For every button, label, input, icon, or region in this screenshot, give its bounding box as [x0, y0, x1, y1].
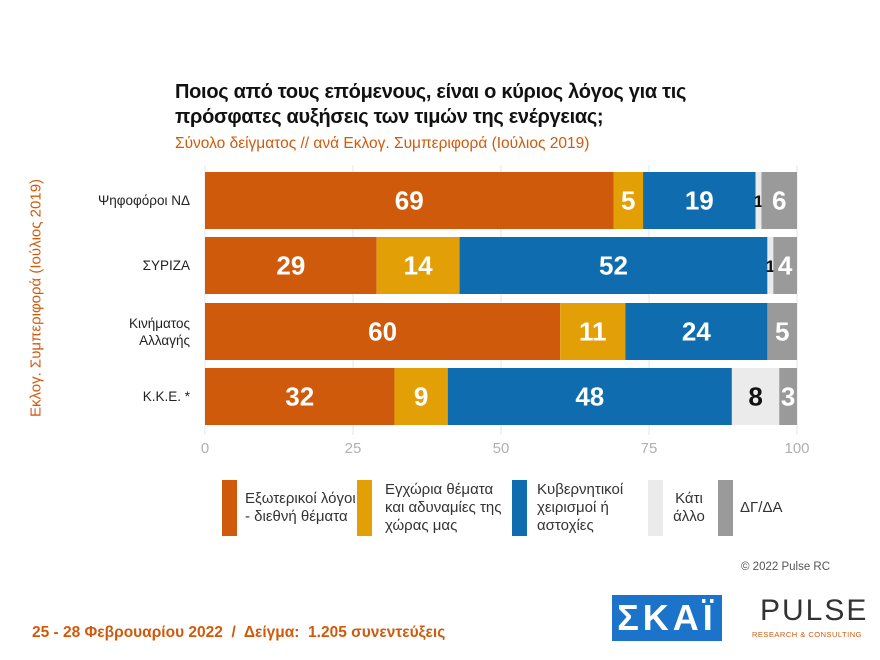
bar-segment	[205, 172, 614, 229]
survey-info: 25 - 28 Φεβρουαρίου 2022 / Δείγμα: 1.205…	[32, 624, 446, 641]
bar-segment	[205, 237, 377, 294]
value-label: 19	[685, 185, 714, 215]
bar-segment	[205, 368, 395, 425]
x-tick-label: 50	[493, 440, 510, 457]
logo-skai: ΣΚΑΪ	[612, 595, 722, 641]
bar-segment	[643, 172, 756, 229]
value-label: 52	[599, 250, 628, 280]
bar-segment	[394, 368, 448, 425]
copyright: © 2022 Pulse RC	[741, 561, 831, 573]
bar-segment	[767, 237, 774, 294]
value-label: 6	[772, 185, 786, 215]
value-label: 29	[276, 250, 305, 280]
legend-swatch	[648, 480, 663, 536]
category-label: ΣΥΡΙΖΑ	[142, 258, 190, 273]
value-label: 5	[621, 185, 635, 215]
legend-label: Κάτι άλλο	[673, 490, 705, 525]
logo-pulse-sub: RESEARCH & CONSULTING	[752, 630, 862, 639]
bar-segment	[755, 172, 762, 229]
x-tick-label: 75	[641, 440, 658, 457]
legend-label: Εγχώρια θέματα και αδυναμίες της χώρας μ…	[385, 481, 502, 534]
value-label: 24	[682, 316, 711, 346]
y-axis-label: Εκλογ. Συμπεριφορά (Ιούλιος 2019)	[27, 178, 45, 418]
bar-segment	[731, 368, 780, 425]
bar-segment	[205, 303, 561, 360]
bar-segment	[459, 237, 768, 294]
value-label: 1	[766, 257, 775, 276]
bar-segment	[560, 303, 626, 360]
value-label: 8	[748, 381, 762, 411]
bar-segment	[773, 237, 797, 294]
value-label: 9	[414, 381, 428, 411]
bar-segment	[376, 237, 460, 294]
category-label: Κινήματος Αλλαγής	[128, 315, 190, 348]
chart-subtitle: Σύνολο δείγματος // ανά Εκλογ. Συμπεριφο…	[175, 135, 590, 152]
bar-segment	[761, 172, 797, 229]
legend-label: ΔΓ/ΔΑ	[740, 499, 783, 516]
legend-swatch	[718, 480, 733, 536]
chart-title: Ποιος από τους επόμενους, είναι ο κύριος…	[175, 81, 687, 128]
legend-swatch	[222, 480, 237, 536]
value-label: 48	[575, 381, 604, 411]
value-label: 32	[285, 381, 314, 411]
bar-segment	[625, 303, 768, 360]
value-label: 3	[781, 381, 795, 411]
value-label: 4	[778, 250, 793, 280]
value-label: 5	[775, 316, 789, 346]
value-label: 14	[404, 250, 433, 280]
legend-label: Εξωτερικοί λόγοι - διεθνή θέματα	[245, 490, 356, 525]
bar-segment	[613, 172, 644, 229]
value-label: 60	[368, 316, 397, 346]
x-tick-label: 100	[784, 440, 809, 457]
bar-segment	[447, 368, 732, 425]
x-tick-label: 25	[345, 440, 362, 457]
legend-label: Κυβερνητικοί χειρισμοί ή αστοχίες	[537, 481, 624, 534]
value-label: 69	[395, 185, 424, 215]
category-label: Ψηφοφόροι ΝΔ	[97, 193, 190, 208]
value-label: 11	[579, 316, 607, 346]
value-label: 1	[754, 192, 763, 211]
logo-pulse: PULSE	[760, 594, 869, 627]
legend-swatch	[512, 480, 527, 536]
legend-swatch	[357, 480, 372, 536]
category-label: Κ.Κ.Ε. *	[142, 389, 190, 404]
bar-segment	[779, 368, 797, 425]
x-tick-label: 0	[201, 440, 209, 457]
bar-segment	[767, 303, 797, 360]
